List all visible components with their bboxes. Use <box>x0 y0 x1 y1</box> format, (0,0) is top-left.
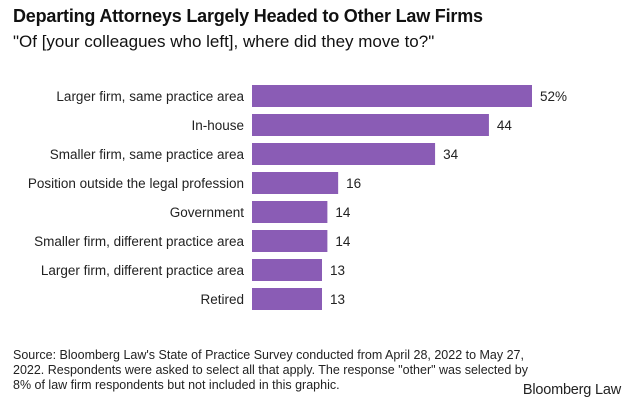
source-note: Source: Bloomberg Law's State of Practic… <box>13 348 528 392</box>
category-label: Position outside the legal profession <box>28 176 244 191</box>
value-label: 52% <box>540 89 567 104</box>
category-label: Larger firm, same practice area <box>56 89 244 104</box>
value-label: 13 <box>330 292 345 307</box>
chart-title: Departing Attorneys Largely Headed to Ot… <box>13 6 483 26</box>
bar <box>252 85 532 107</box>
value-label: 14 <box>335 234 351 249</box>
category-label: In-house <box>191 118 244 133</box>
bar-chart: Larger firm, same practice area 52% In-hou… <box>28 85 567 310</box>
category-label: Larger firm, different practice area <box>41 263 245 278</box>
brand-logo-text: Bloomberg Law <box>522 382 621 398</box>
category-label: Retired <box>200 292 244 307</box>
value-label: 44 <box>497 118 513 133</box>
category-label: Smaller firm, different practice area <box>34 234 244 249</box>
value-label: 34 <box>443 147 459 162</box>
bar <box>252 143 436 165</box>
bar <box>252 259 322 281</box>
value-label: 13 <box>330 263 345 278</box>
value-label: 14 <box>335 205 351 220</box>
bar <box>252 172 339 194</box>
bar <box>252 230 328 252</box>
chart-subtitle: "Of [your colleagues who left], where di… <box>13 32 435 51</box>
bar <box>252 288 322 310</box>
category-label: Government <box>170 205 245 220</box>
bar <box>252 201 328 223</box>
bar <box>252 114 489 136</box>
value-label: 16 <box>346 176 361 191</box>
category-label: Smaller firm, same practice area <box>50 147 245 162</box>
